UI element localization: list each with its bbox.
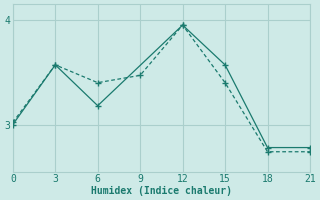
X-axis label: Humidex (Indice chaleur): Humidex (Indice chaleur) [91, 186, 232, 196]
